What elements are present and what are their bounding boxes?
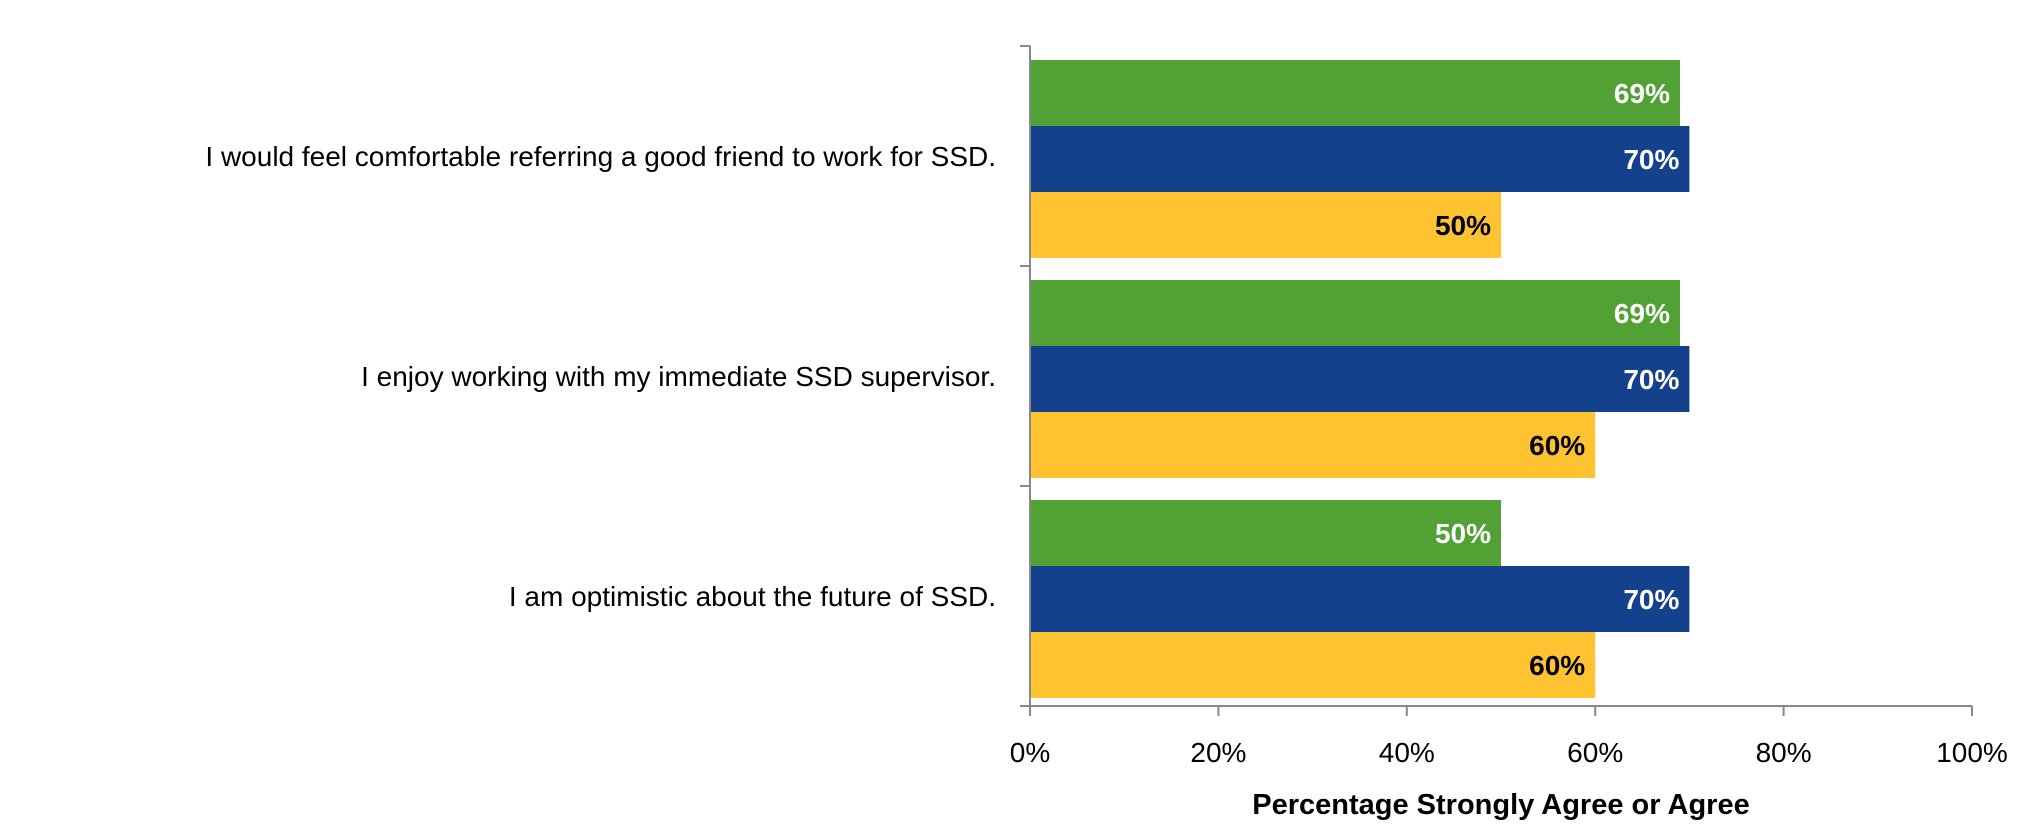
bar-value-label: 50% (1435, 518, 1491, 549)
bar (1030, 126, 1690, 192)
category-label: I enjoy working with my immediate SSD su… (361, 361, 996, 392)
ticks-group: 0% 20% 40% 60% 80% 100% (1010, 45, 2008, 768)
bar-value-label: 70% (1623, 584, 1679, 615)
bar-value-label: 70% (1623, 144, 1679, 175)
x-tick-label: 0% (1010, 737, 1050, 768)
x-tick-label: 80% (1756, 737, 1812, 768)
category-label: I would feel comfortable referring a goo… (205, 141, 996, 172)
bar (1030, 60, 1680, 126)
bar (1030, 632, 1596, 698)
x-tick-label: 60% (1567, 737, 1623, 768)
bar-value-label: 60% (1529, 430, 1585, 461)
x-tick-label: 100% (1936, 737, 2008, 768)
x-axis-title: Percentage Strongly Agree or Agree (1252, 789, 1749, 821)
bar-value-label: 69% (1614, 298, 1670, 329)
bar (1030, 192, 1501, 258)
bars-group: 69% 70% 50% 69% 70% 60% 50% 70% 60% (1030, 60, 1690, 698)
bar-value-label: 69% (1614, 78, 1670, 109)
x-tick-label: 20% (1190, 737, 1246, 768)
bar (1030, 280, 1680, 346)
bar (1030, 500, 1501, 566)
bar-value-label: 60% (1529, 650, 1585, 681)
category-labels: I would feel comfortable referring a goo… (205, 141, 996, 612)
bar (1030, 412, 1596, 478)
bar-value-label: 50% (1435, 210, 1491, 241)
bar (1030, 566, 1690, 632)
x-tick-label: 40% (1379, 737, 1435, 768)
bar-value-label: 70% (1623, 364, 1679, 395)
category-label: I am optimistic about the future of SSD. (509, 581, 996, 612)
bar (1030, 346, 1690, 412)
axes-group (1029, 46, 1972, 707)
